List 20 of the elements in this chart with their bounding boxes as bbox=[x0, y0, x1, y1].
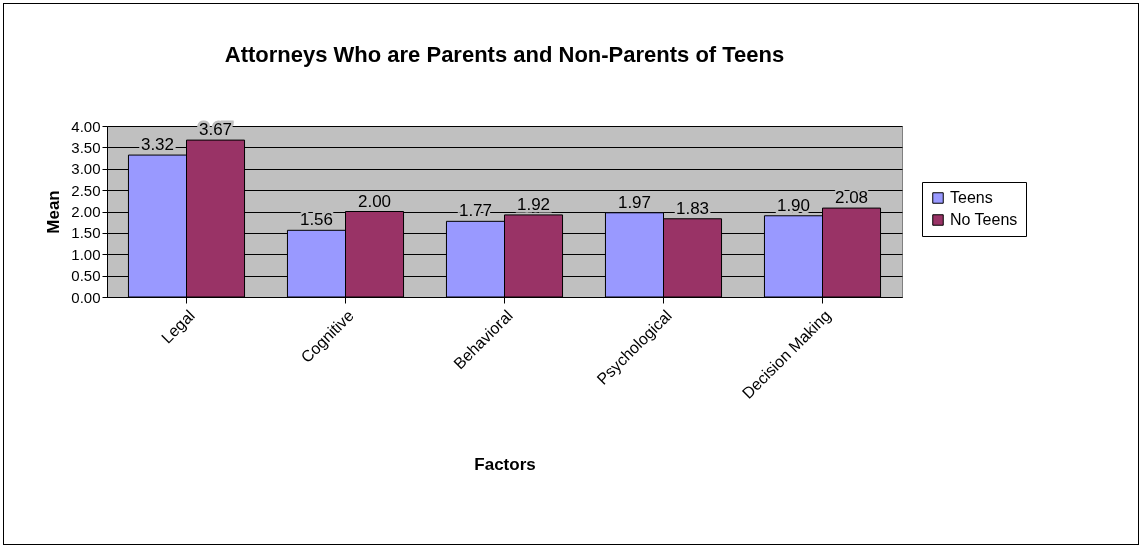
legend-label: No Teens bbox=[950, 211, 1018, 228]
y-tick-label: 2.50 bbox=[71, 181, 101, 199]
data-label: 1.92 bbox=[516, 194, 551, 214]
y-tick-label: 1.00 bbox=[71, 245, 101, 263]
y-tick-label: 2.00 bbox=[71, 203, 101, 220]
legend-label: Teens bbox=[950, 189, 993, 206]
chart-title: Attorneys Who are Parents and Non-Parents of Teens bbox=[224, 42, 785, 67]
data-label: 1.97 bbox=[617, 192, 652, 212]
data-label: 1.90 bbox=[776, 195, 811, 215]
y-axis-title: Mean bbox=[44, 190, 64, 234]
y-tick-label: 1.50 bbox=[71, 224, 101, 242]
y-tick-label: 3.50 bbox=[71, 138, 101, 156]
data-label: 1.56 bbox=[299, 210, 334, 230]
y-tick-label: 0.00 bbox=[71, 288, 101, 306]
x-axis-title: Factors bbox=[474, 454, 536, 474]
data-label: 2.00 bbox=[357, 191, 392, 211]
y-tick-label: 4.00 bbox=[71, 117, 101, 135]
y-tick-label: 3.00 bbox=[71, 160, 101, 178]
data-label: 2.08 bbox=[834, 188, 869, 208]
y-tick-label: 0.50 bbox=[71, 267, 101, 285]
